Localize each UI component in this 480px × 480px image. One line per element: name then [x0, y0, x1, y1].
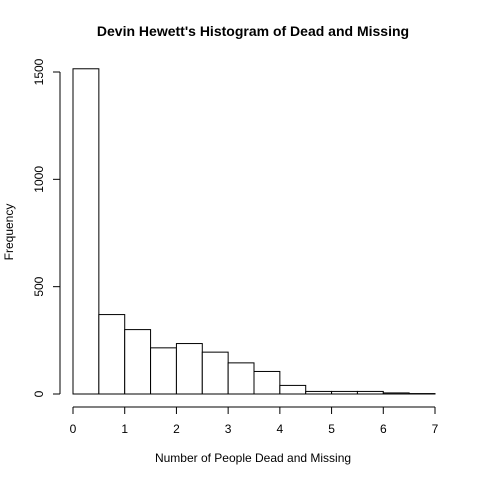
- histogram-bar: [356, 390, 384, 395]
- x-tick-label: 3: [225, 422, 232, 436]
- y-ticks-group: 0 500 1000 1500: [32, 58, 60, 397]
- x-tick-label: 2: [173, 422, 180, 436]
- y-axis-label: Frequency: [2, 204, 16, 261]
- bars-group: [72, 68, 436, 395]
- y-tick-label: 500: [32, 276, 46, 296]
- histogram-bar: [72, 68, 100, 395]
- y-tick-label: 1000: [32, 166, 46, 193]
- x-tick-label: 6: [380, 422, 387, 436]
- histogram-bar: [175, 343, 203, 395]
- x-tick-label: 7: [432, 422, 439, 436]
- y-tick-label: 0: [32, 390, 46, 397]
- histogram-bar: [305, 390, 333, 395]
- histogram-bar: [331, 390, 358, 395]
- x-axis-label: Number of People Dead and Missing: [155, 451, 351, 465]
- chart-title: Devin Hewett's Histogram of Dead and Mis…: [97, 23, 409, 39]
- histogram-bar: [201, 351, 229, 395]
- histogram-bar: [98, 314, 126, 395]
- x-ticks-group: 0 1 2 3 4 5 6 7: [70, 407, 439, 436]
- histogram-bar: [382, 392, 410, 395]
- x-tick-label: 5: [328, 422, 335, 436]
- y-tick-label: 1500: [32, 58, 46, 85]
- x-tick-label: 0: [70, 422, 77, 436]
- x-tick-label: 4: [277, 422, 284, 436]
- histogram-bar: [279, 384, 307, 395]
- histogram-bar: [253, 370, 281, 395]
- histogram-bar: [227, 362, 255, 395]
- histogram-bar: [150, 347, 177, 395]
- histogram-bar: [124, 329, 152, 395]
- x-tick-label: 1: [121, 422, 128, 436]
